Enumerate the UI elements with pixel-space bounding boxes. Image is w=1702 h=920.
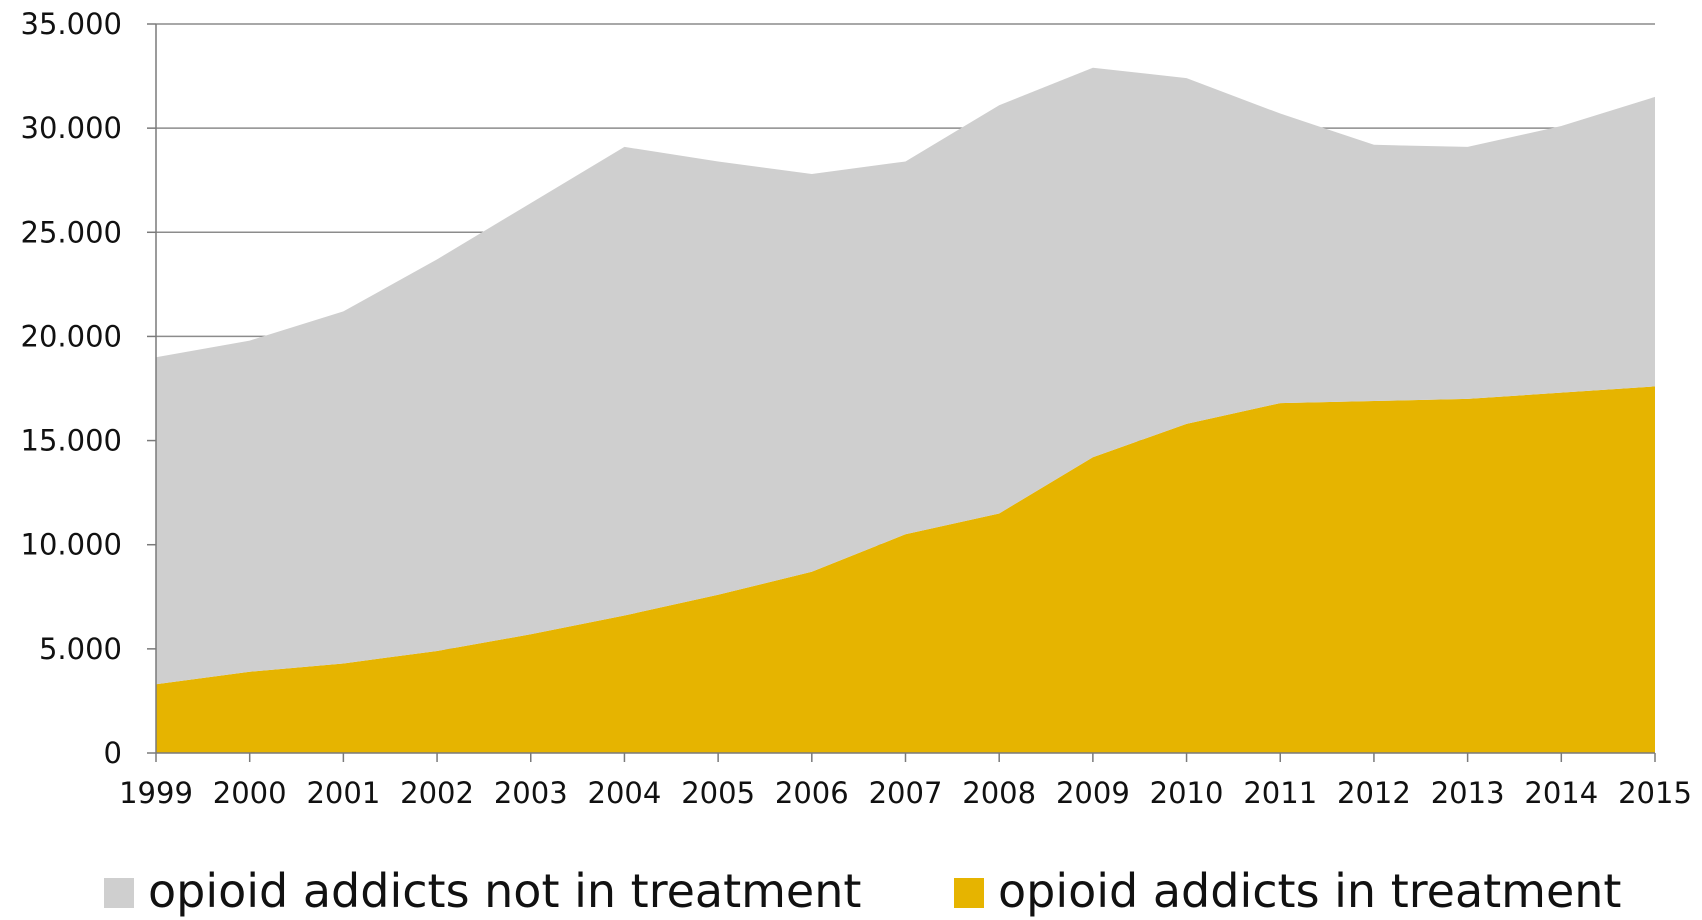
legend-label-0: opioid addicts not in treatment — [148, 864, 861, 918]
x-tick-label: 2013 — [1431, 776, 1505, 810]
x-tick-label: 2011 — [1243, 776, 1317, 810]
x-tick-label: 2003 — [494, 776, 568, 810]
x-tick-label: 2000 — [213, 776, 287, 810]
areas — [156, 67, 1655, 753]
y-tick-label: 20.000 — [21, 319, 122, 353]
x-tick-label: 2009 — [1056, 776, 1130, 810]
y-tick-label: 35.000 — [21, 7, 122, 41]
legend-label-1: opioid addicts in treatment — [998, 864, 1621, 918]
y-tick-label: 30.000 — [21, 111, 122, 145]
x-tick-label: 2004 — [588, 776, 662, 810]
legend-swatch-0 — [104, 878, 134, 908]
x-tick-label: 2008 — [962, 776, 1036, 810]
x-tick-label: 2014 — [1524, 776, 1598, 810]
tick-labels: 0 5.000 10.000 15.000 20.000 25.000 30.000 35.0… — [21, 7, 1692, 810]
y-tick-label: 5.000 — [39, 632, 122, 666]
x-tick-label: 2005 — [681, 776, 755, 810]
x-tick-label: 2001 — [306, 776, 380, 810]
y-tick-label: 0 — [104, 736, 122, 770]
y-tick-label: 25.000 — [21, 215, 122, 249]
x-tick-label: 2002 — [400, 776, 474, 810]
x-tick-label: 1999 — [119, 776, 193, 810]
legend-swatch-1 — [954, 878, 984, 908]
legend: opioid addicts not in treatment opioid ad… — [104, 864, 1621, 918]
x-tick-label: 2015 — [1618, 776, 1692, 810]
x-tick-label: 2006 — [775, 776, 849, 810]
axes — [147, 23, 1656, 762]
x-tick-label: 2012 — [1337, 776, 1411, 810]
area-series-0 — [156, 386, 1655, 753]
y-tick-label: 10.000 — [21, 528, 122, 562]
x-tick-label: 2010 — [1150, 776, 1224, 810]
y-tick-label: 15.000 — [21, 424, 122, 458]
area-series-1 — [156, 67, 1655, 685]
x-tick-label: 2007 — [869, 776, 943, 810]
